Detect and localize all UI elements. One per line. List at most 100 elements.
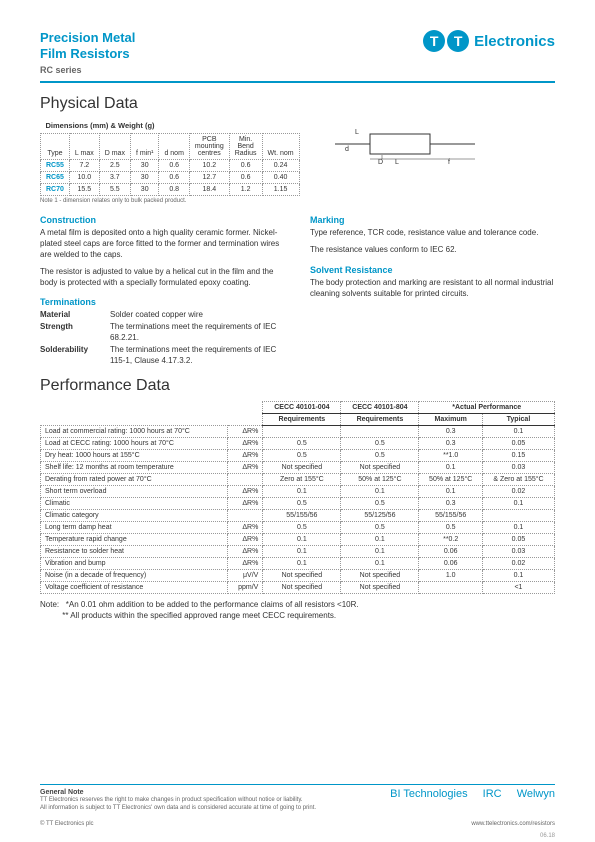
dim-cell: 7.2 (69, 160, 99, 172)
perf-value-cell: 0.5 (341, 438, 419, 450)
performance-heading: Performance Data (40, 377, 555, 395)
perf-value-cell: 55/125/56 (341, 510, 419, 522)
term-text: The terminations meet the requirements o… (110, 345, 285, 367)
perf-value-cell: Not specified (341, 462, 419, 474)
perf-value-cell: 0.5 (263, 438, 341, 450)
general-note-1: TT Electronics reserves the right to mak… (40, 797, 316, 805)
dim-cell: 12.7 (189, 172, 229, 184)
dim-cell: 1.15 (262, 184, 299, 196)
page-header: Precision Metal Film Resistors RC series… (40, 30, 555, 75)
tt-logo: T T Electronics (423, 30, 555, 52)
solvent-p1: The body protection and marking are resi… (310, 278, 555, 300)
perf-label-cell: Long term damp heat (41, 522, 228, 534)
header-title-block: Precision Metal Film Resistors RC series (40, 30, 135, 75)
perf-unit-cell: ΔR% (227, 426, 263, 438)
termination-row: StrengthThe terminations meet the requir… (40, 322, 285, 344)
dim-col-header: d nom (159, 134, 189, 160)
perf-h2: CECC 40101-804 (341, 402, 419, 414)
marking-p2: The resistance values conform to IEC 62. (310, 245, 555, 256)
dim-header-row: TypeL maxD maxf min¹d nomPCBmountingcent… (41, 134, 300, 160)
title-line-1: Precision Metal (40, 30, 135, 45)
perf-value-cell: 0.06 (419, 546, 483, 558)
perf-value-cell: 0.1 (341, 534, 419, 546)
perf-value-cell: 0.1 (482, 522, 554, 534)
perf-label-cell: Climatic category (41, 510, 228, 522)
perf-row: Voltage coefficient of resistanceppm/VNo… (41, 582, 555, 594)
perf-value-cell: Not specified (341, 570, 419, 582)
perf-value-cell: 0.15 (482, 450, 554, 462)
perf-value-cell: Not specified (341, 582, 419, 594)
term-label: Solderability (40, 345, 110, 367)
construction-p1: A metal film is deposited onto a high qu… (40, 228, 285, 260)
perf-unit-cell (227, 474, 263, 486)
dim-col-header: Type (41, 134, 70, 160)
perf-value-cell: 0.5 (263, 522, 341, 534)
footer-bottom: © TT Electronics plc www.ttelectronics.c… (40, 821, 555, 827)
perf-label-cell: Temperature rapid change (41, 534, 228, 546)
series-label: RC series (40, 65, 135, 75)
dim-type-cell: RC55 (41, 160, 70, 172)
footer-row: General Note TT Electronics reserves the… (40, 788, 555, 813)
perf-value-cell: **0.2 (419, 534, 483, 546)
perf-label-cell: Derating from rated power at 70°C (41, 474, 228, 486)
performance-notes: Note: *An 0.01 ohm addition to be added … (40, 600, 555, 621)
perf-body: Load at commercial rating: 1000 hours at… (41, 426, 555, 594)
perf-row: Load at CECC rating: 1000 hours at 70°CΔ… (41, 438, 555, 450)
perf-value-cell: 1.0 (419, 570, 483, 582)
perf-value-cell (341, 426, 419, 438)
perf-unit-cell: ΔR% (227, 522, 263, 534)
dim-cell: 10.2 (189, 160, 229, 172)
footer-left: General Note TT Electronics reserves the… (40, 788, 316, 813)
perf-value-cell: 0.05 (482, 438, 554, 450)
right-column: Marking Type reference, TCR code, resist… (310, 214, 555, 367)
perf-label-cell: Resistance to solder heat (41, 546, 228, 558)
term-label: Material (40, 310, 110, 321)
header-rule (40, 81, 555, 83)
dim-cell: 15.5 (69, 184, 99, 196)
dim-col-header: PCBmountingcentres (189, 134, 229, 160)
perf-value-cell: 0.3 (419, 438, 483, 450)
dim-cell: 0.24 (262, 160, 299, 172)
dim-cell: 30 (130, 184, 159, 196)
physical-top-row: Dimensions (mm) & Weight (g) TypeL maxD … (40, 119, 555, 204)
perf-row: Noise (in a decade of frequency)μV/VNot … (41, 570, 555, 582)
construction-p2: The resistor is adjusted to value by a h… (40, 267, 285, 289)
copyright: © TT Electronics plc (40, 821, 94, 827)
brand-welwyn: Welwyn (517, 788, 555, 800)
perf-unit-cell: ΔR% (227, 450, 263, 462)
perf-value-cell: 0.03 (482, 462, 554, 474)
perf-header-1: CECC 40101-004 CECC 40101-804 *Actual Pe… (41, 402, 555, 414)
perf-value-cell (482, 510, 554, 522)
logo-circle-t1: T (423, 30, 445, 52)
perf-row: Resistance to solder heatΔR%0.10.10.060.… (41, 546, 555, 558)
dim-row: RC7015.55.5300.818.41.21.15 (41, 184, 300, 196)
perf-unit-cell: ΔR% (227, 498, 263, 510)
construction-heading: Construction (40, 214, 285, 226)
dim-col-header: D max (99, 134, 130, 160)
svg-text:L: L (395, 159, 399, 166)
perf-label-cell: Noise (in a decade of frequency) (41, 570, 228, 582)
dim-col-header: L max (69, 134, 99, 160)
dim-cell: 18.4 (189, 184, 229, 196)
term-label: Strength (40, 322, 110, 344)
term-text: Solder coated copper wire (110, 310, 203, 321)
perf-label-cell: Voltage coefficient of resistance (41, 582, 228, 594)
perf-value-cell: 0.1 (341, 486, 419, 498)
perf-value-cell: 0.1 (419, 486, 483, 498)
dim-note: Note 1 - dimension relates only to bulk … (40, 198, 300, 204)
termination-row: SolderabilityThe terminations meet the r… (40, 345, 285, 367)
note-2: ** All products within the specified app… (62, 611, 336, 620)
perf-h3: *Actual Performance (419, 402, 555, 414)
perf-value-cell (419, 582, 483, 594)
title-line-2: Film Resistors (40, 46, 130, 61)
perf-value-cell: 0.1 (482, 498, 554, 510)
doc-title: Precision Metal Film Resistors (40, 30, 135, 61)
perf-value-cell: 0.06 (419, 558, 483, 570)
dim-cell: 0.6 (229, 160, 262, 172)
dimensions-table: Dimensions (mm) & Weight (g) TypeL maxD … (40, 119, 300, 196)
note-1: *An 0.01 ohm addition to be added to the… (66, 600, 359, 609)
dimensions-block: Dimensions (mm) & Weight (g) TypeL maxD … (40, 119, 300, 204)
dim-row: RC6510.03.7300.612.70.60.40 (41, 172, 300, 184)
dim-cell: 0.6 (159, 172, 189, 184)
perf-header-2: Requirements Requirements Maximum Typica… (41, 414, 555, 426)
